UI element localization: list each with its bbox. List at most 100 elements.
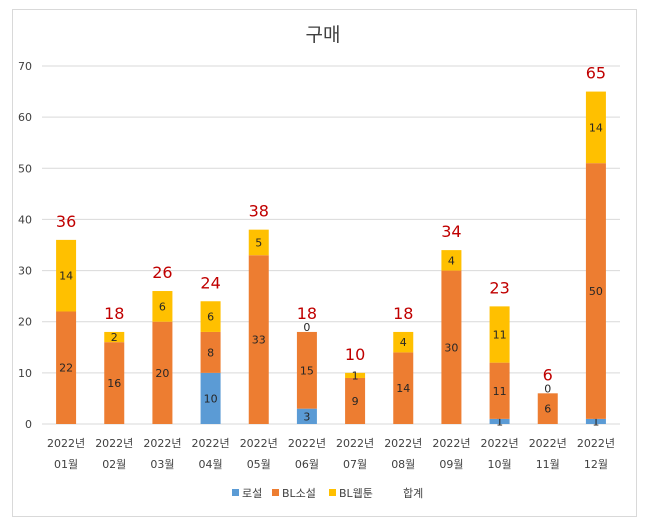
data-label: 22	[59, 362, 73, 375]
y-tick-label: 20	[18, 316, 32, 329]
bar-segment	[248, 229, 269, 256]
total-label: 6	[543, 365, 553, 384]
y-axis: 0 10 20 30 40 50 60 70	[18, 60, 32, 431]
y-tick-label: 60	[18, 111, 32, 124]
bar-segment	[345, 377, 366, 424]
x-tick-label-year: 2022년	[481, 437, 519, 450]
bar-segment	[537, 393, 558, 424]
data-label: 8	[207, 346, 214, 359]
bar-segment	[104, 342, 125, 424]
total-label: 18	[104, 304, 124, 323]
legend-swatch	[329, 489, 336, 496]
bar-segment	[248, 255, 269, 424]
bar-segment	[56, 311, 77, 424]
total-label: 24	[200, 273, 220, 292]
data-label: 1	[592, 415, 599, 428]
x-tick-label-year: 2022년	[95, 437, 133, 450]
bar-segment	[296, 331, 317, 409]
data-label: 9	[352, 395, 359, 408]
x-tick-label-year: 2022년	[192, 437, 230, 450]
bar-segment	[104, 331, 125, 343]
data-label: 6	[207, 311, 214, 324]
legend-label: 로설	[242, 487, 262, 500]
data-label: 0	[303, 321, 310, 334]
legend: 로설 BL소설 BL웹툰 합계	[232, 487, 423, 500]
x-tick-label-year: 2022년	[143, 437, 181, 450]
data-label: 16	[107, 377, 121, 390]
x-tick-label-month: 07월	[343, 458, 367, 471]
bar-segment	[152, 321, 173, 424]
x-tick-label-year: 2022년	[432, 437, 470, 450]
bar-segment	[585, 418, 606, 424]
x-tick-label-year: 2022년	[529, 437, 567, 450]
data-label: 4	[400, 336, 407, 349]
x-tick-label-month: 10월	[488, 458, 512, 471]
data-label: 6	[159, 300, 166, 313]
data-label: 10	[204, 392, 218, 405]
total-label: 34	[441, 222, 461, 241]
bar-segment	[200, 372, 221, 424]
x-tick-label-month: 12월	[584, 458, 608, 471]
total-label: 18	[393, 304, 413, 323]
bar-segment	[296, 408, 317, 424]
bar-segment	[441, 270, 462, 424]
y-tick-label: 40	[18, 213, 32, 226]
chart-frame	[12, 9, 637, 517]
total-label: 36	[56, 212, 76, 231]
bar-segment	[393, 352, 414, 424]
x-tick-label-year: 2022년	[47, 437, 85, 450]
legend-label: BL웹툰	[339, 487, 373, 500]
data-label: 14	[589, 121, 603, 134]
bar-segment	[200, 331, 221, 373]
y-tick-label: 70	[18, 60, 32, 73]
bars: 0221436016218020626108624033538315018091…	[56, 64, 606, 429]
bar-segment	[585, 91, 606, 164]
data-label: 11	[493, 385, 507, 398]
bar-segment	[489, 306, 510, 363]
x-tick-label-month: 08월	[391, 458, 415, 471]
data-label: 5	[255, 236, 262, 249]
data-label: 1	[352, 369, 359, 382]
x-tick-label-month: 11월	[536, 458, 560, 471]
data-label: 1	[496, 415, 503, 428]
total-label: 26	[152, 263, 172, 282]
bar-segment	[56, 239, 77, 312]
x-tick-label-month: 06월	[295, 458, 319, 471]
legend-swatch	[272, 489, 279, 496]
y-tick-label: 30	[18, 265, 32, 278]
data-label: 33	[252, 334, 266, 347]
data-label: 50	[589, 285, 603, 298]
x-tick-label-year: 2022년	[288, 437, 326, 450]
bar-segment	[345, 372, 366, 378]
x-tick-label-month: 05월	[247, 458, 271, 471]
data-label: 11	[493, 329, 507, 342]
x-tick-label-month: 03월	[150, 458, 174, 471]
total-label: 23	[489, 278, 509, 297]
data-label: 6	[544, 403, 551, 416]
data-label: 0	[544, 382, 551, 395]
bar-segment	[489, 418, 510, 424]
bar-segment	[489, 362, 510, 419]
total-label: 65	[586, 64, 606, 83]
y-tick-label: 10	[18, 367, 32, 380]
bar-segment	[152, 291, 173, 322]
bar-segment	[585, 163, 606, 419]
x-axis: 2022년 01월 2022년 02월 2022년 03월 2022년 04월 2022년 05월…	[47, 437, 615, 471]
x-tick-label-month: 04월	[199, 458, 223, 471]
data-label: 2	[111, 331, 118, 344]
x-tick-label-year: 2022년	[240, 437, 278, 450]
data-label: 14	[396, 382, 410, 395]
data-label: 3	[303, 410, 310, 423]
bar-segment	[200, 301, 221, 332]
data-label: 20	[155, 367, 169, 380]
x-tick-label-year: 2022년	[577, 437, 615, 450]
chart-title: 구매	[306, 24, 341, 46]
data-label: 14	[59, 270, 73, 283]
x-tick-label-month: 01월	[54, 458, 78, 471]
data-label: 4	[448, 254, 455, 267]
x-tick-label-year: 2022년	[336, 437, 374, 450]
x-tick-label-month: 09월	[439, 458, 463, 471]
bar-segment	[441, 250, 462, 271]
x-tick-label-year: 2022년	[384, 437, 422, 450]
